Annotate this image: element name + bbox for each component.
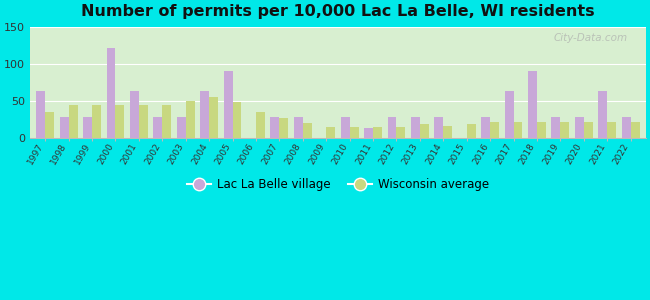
Bar (60, 117, 69, 138)
Bar (270, 117, 280, 138)
Bar (575, 117, 584, 138)
Bar (630, 122, 640, 138)
Bar (420, 124, 429, 138)
Bar (92, 105, 101, 138)
Bar (598, 92, 607, 138)
Bar (607, 122, 616, 138)
Bar (130, 92, 139, 138)
Bar (537, 122, 546, 138)
Bar (200, 92, 209, 138)
Bar (443, 126, 452, 138)
Bar (280, 118, 289, 138)
Bar (116, 105, 124, 138)
Bar (139, 105, 148, 138)
Bar (504, 92, 514, 138)
Bar (584, 122, 593, 138)
Bar (256, 112, 265, 138)
Bar (69, 105, 77, 138)
Bar (350, 127, 359, 138)
Bar (481, 117, 490, 138)
Bar (294, 117, 303, 138)
Text: City-Data.com: City-Data.com (553, 33, 627, 43)
Bar (373, 128, 382, 138)
Bar (364, 128, 373, 138)
Legend: Lac La Belle village, Wisconsin average: Lac La Belle village, Wisconsin average (183, 173, 493, 196)
Bar (514, 122, 523, 138)
Bar (36, 92, 46, 138)
Bar (551, 117, 560, 138)
Bar (83, 117, 92, 138)
Bar (326, 127, 335, 138)
Bar (303, 123, 312, 138)
Bar (153, 117, 162, 138)
Bar (177, 117, 186, 138)
Bar (621, 117, 630, 138)
Bar (490, 122, 499, 138)
Bar (387, 117, 396, 138)
Bar (209, 97, 218, 138)
Bar (528, 71, 537, 138)
Bar (560, 122, 569, 138)
Bar (224, 71, 233, 138)
Bar (341, 117, 350, 138)
Bar (396, 128, 406, 138)
Bar (162, 105, 171, 138)
Bar (411, 117, 420, 138)
Bar (186, 101, 194, 138)
Title: Number of permits per 10,000 Lac La Belle, WI residents: Number of permits per 10,000 Lac La Bell… (81, 4, 595, 19)
Bar (434, 117, 443, 138)
Bar (107, 48, 116, 138)
Bar (467, 124, 476, 138)
Bar (46, 112, 54, 138)
Bar (233, 102, 241, 138)
